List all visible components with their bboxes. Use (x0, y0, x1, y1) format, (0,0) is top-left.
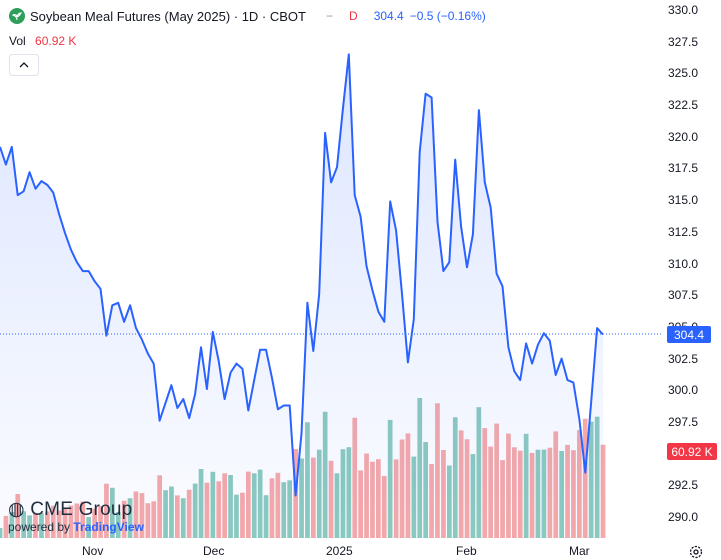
gear-icon[interactable] (688, 544, 704, 560)
price-dash: − (326, 9, 334, 23)
y-tick-label: 320.0 (668, 129, 699, 144)
last-price-tag: 304.4 (667, 326, 711, 343)
y-tick-label: 327.5 (668, 34, 699, 49)
volume-legend: Vol 60.92 K (9, 34, 76, 48)
y-tick-label: 307.5 (668, 288, 699, 303)
sprout-icon (9, 8, 25, 24)
price-change: −0.5 (−0.16%) (409, 9, 486, 23)
y-tick-label: 297.5 (668, 414, 699, 429)
x-tick-label: Mar (569, 544, 590, 558)
price-area-fill (0, 54, 603, 539)
y-tick-label: 312.5 (668, 224, 699, 239)
volume-tag: 60.92 K (667, 443, 717, 460)
price-line (0, 53, 604, 497)
x-tick-label: Feb (456, 544, 477, 558)
volume-label: Vol (9, 34, 26, 48)
y-tick-label: 322.5 (668, 98, 699, 113)
last-price: 304.4 (373, 9, 404, 23)
brand-watermark: ◍ CME Group powered by TradingView (8, 498, 144, 534)
volume-bar (600, 444, 606, 538)
y-tick-label: 292.5 (668, 478, 699, 493)
y-tick-label: 315.0 (668, 193, 699, 208)
x-tick-label: Dec (203, 544, 225, 558)
market-status-badge: D (349, 9, 358, 23)
y-tick-label: 317.5 (668, 161, 699, 176)
collapse-legend-button[interactable] (9, 54, 39, 76)
y-tick-label: 290.0 (668, 510, 699, 524)
volume-value: 60.92 K (35, 34, 77, 48)
cme-globe-icon: ◍ (8, 499, 25, 520)
brand-name: ◍ CME Group (8, 499, 133, 520)
chevron-up-icon (19, 62, 29, 68)
powered-by: powered by TradingView (8, 520, 144, 534)
y-tick-label: 302.5 (668, 351, 699, 366)
y-tick-label: 330.0 (668, 3, 699, 17)
x-tick-label: Nov (82, 544, 104, 558)
tradingview-label: TradingView (73, 520, 144, 534)
chart-header: Soybean Meal Futures (May 2025) · 1D · C… (9, 6, 486, 26)
y-tick-label: 310.0 (668, 256, 699, 271)
symbol-title[interactable]: Soybean Meal Futures (May 2025) · 1D · C… (30, 8, 306, 24)
y-tick-label: 300.0 (668, 383, 699, 398)
x-tick-label: 2025 (326, 544, 353, 558)
y-tick-label: 325.0 (668, 66, 699, 81)
